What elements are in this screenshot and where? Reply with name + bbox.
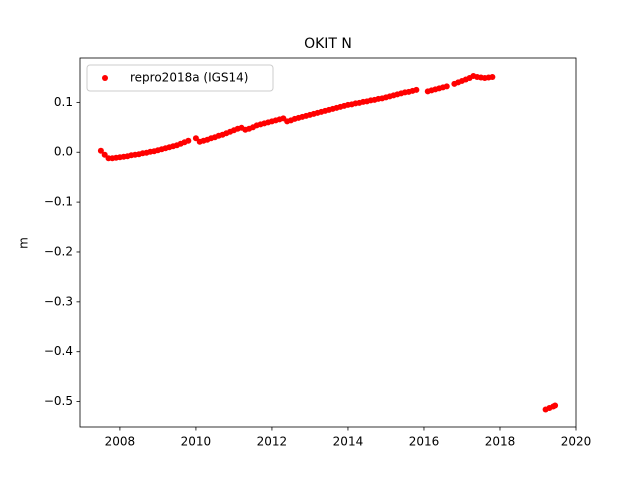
data-point bbox=[185, 137, 192, 144]
legend-marker bbox=[102, 75, 108, 81]
x-tick-label: 2010 bbox=[181, 435, 212, 449]
x-tick-label: 2020 bbox=[561, 435, 592, 449]
data-point bbox=[101, 151, 108, 158]
legend-label: repro2018a (IGS14) bbox=[130, 71, 248, 85]
data-point bbox=[443, 83, 450, 90]
chart-title: OKIT N bbox=[304, 36, 352, 52]
y-tick-label: −0.2 bbox=[44, 244, 73, 258]
data-point bbox=[192, 135, 199, 142]
y-tick-label: −0.3 bbox=[44, 294, 73, 308]
y-tick-label: −0.4 bbox=[44, 344, 73, 358]
x-tick-label: 2014 bbox=[333, 435, 364, 449]
y-axis-label: m bbox=[17, 237, 31, 249]
data-point bbox=[97, 147, 104, 154]
legend-box bbox=[86, 64, 274, 92]
y-tick-label: −0.1 bbox=[44, 195, 73, 209]
legend: repro2018a (IGS14) bbox=[86, 64, 274, 92]
data-point bbox=[489, 73, 496, 80]
x-tick-label: 2008 bbox=[105, 435, 136, 449]
data-point bbox=[552, 402, 559, 409]
y-tick-label: 0.1 bbox=[54, 95, 73, 109]
x-tick-label: 2012 bbox=[257, 435, 288, 449]
x-tick-label: 2018 bbox=[485, 435, 516, 449]
data-point bbox=[413, 86, 420, 93]
plot-frame bbox=[79, 57, 577, 428]
y-tick-label: −0.5 bbox=[44, 394, 73, 408]
y-tick-label: 0.0 bbox=[54, 145, 73, 159]
x-tick-label: 2016 bbox=[409, 435, 440, 449]
